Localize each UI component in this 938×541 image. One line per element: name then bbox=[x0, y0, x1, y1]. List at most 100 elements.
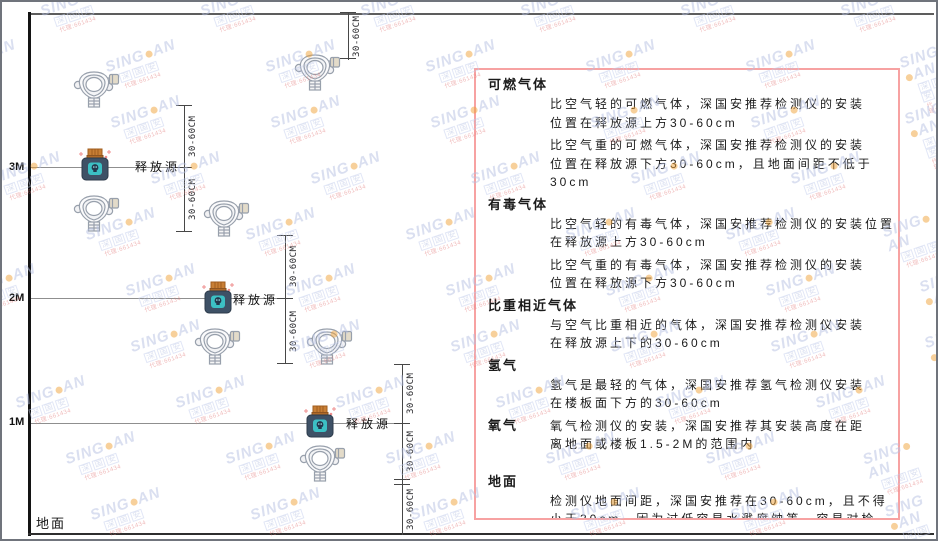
ground-line bbox=[28, 533, 934, 535]
watermark-dot-icon bbox=[104, 441, 114, 451]
ground-label: 地面 bbox=[36, 516, 67, 531]
watermark-dot-icon bbox=[239, 2, 249, 3]
watermark-dot-icon bbox=[164, 273, 174, 283]
dimension-label: 30-60CM bbox=[352, 15, 362, 57]
watermark-dot-icon bbox=[289, 497, 299, 507]
release-source-label: 释放源 bbox=[233, 293, 279, 307]
watermark-dot-icon bbox=[444, 217, 454, 227]
gas-detector-icon bbox=[73, 71, 120, 108]
dimension-line bbox=[402, 364, 403, 535]
watermark-dot-icon bbox=[169, 329, 179, 339]
gas-detector-icon bbox=[194, 328, 241, 365]
watermark-dot-icon bbox=[309, 105, 319, 115]
height-label-1m: 1M bbox=[9, 416, 25, 428]
watermark-dot-icon bbox=[349, 161, 359, 171]
watermark-dot-icon bbox=[4, 273, 14, 283]
watermark-dot-icon bbox=[929, 353, 936, 363]
release-source-label: 释放源 bbox=[346, 417, 392, 431]
paragraph: 比空气重的可燃气体，深国安推荐检测仪的安装 位置在释放源下方30-60cm，且地… bbox=[550, 138, 873, 189]
info-panel: 可燃气体 比空气轻的可燃气体，深国安推荐检测仪的安装 位置在释放源上方30-60… bbox=[474, 68, 900, 520]
release-source-icon bbox=[201, 281, 235, 314]
watermark-dot-icon bbox=[399, 2, 409, 3]
watermark-dot-icon bbox=[924, 297, 934, 307]
watermark-dot-icon bbox=[464, 49, 474, 59]
dimension-line bbox=[285, 235, 286, 364]
watermark-dot-icon bbox=[890, 521, 899, 531]
watermark-dot-icon bbox=[374, 385, 384, 395]
section-heading-hydrogen: 氢气 bbox=[488, 357, 519, 373]
watermark-dot-icon bbox=[909, 129, 919, 139]
section-heading-toxic-gas: 有毒气体 bbox=[488, 196, 549, 212]
watermark-dot-icon bbox=[784, 49, 794, 59]
dimension-label: 30-60CM bbox=[406, 430, 416, 473]
ceiling-line bbox=[28, 13, 934, 15]
section-heading-oxygen: 氧气 bbox=[488, 417, 519, 433]
watermark-dot-icon bbox=[144, 49, 154, 59]
gas-detector-icon bbox=[294, 54, 341, 91]
watermark-dot-icon bbox=[879, 2, 889, 3]
paragraph: 氢气是最轻的气体，深国安推荐氢气检测仪安装 在楼板面下方的30-60cm bbox=[550, 377, 866, 411]
watermark-dot-icon bbox=[559, 2, 569, 3]
dimension-label: 30-60CM bbox=[406, 372, 416, 415]
watermark-dot-icon bbox=[149, 105, 159, 115]
dimension-label: 30-60CM bbox=[188, 115, 198, 157]
height-label-2m: 2M bbox=[9, 292, 25, 304]
gas-detector-icon bbox=[203, 200, 250, 237]
release-source-icon bbox=[303, 405, 337, 438]
watermark-dot-icon bbox=[904, 73, 914, 83]
watermark-dot-icon bbox=[124, 217, 134, 227]
watermark-dot-icon bbox=[901, 442, 911, 452]
section-heading-similar-density-gas: 比重相近气体 bbox=[488, 297, 579, 313]
release-source-label: 释放源 bbox=[135, 160, 181, 174]
paragraph: 比空气轻的有毒气体，深国安推荐检测仪的安装位置 在释放源上方30-60cm bbox=[550, 216, 896, 250]
watermark-dot-icon bbox=[129, 497, 139, 507]
dimension-label: 30-60CM bbox=[289, 310, 299, 352]
watermark-dot-icon bbox=[54, 385, 64, 395]
paragraph: 比空气轻的可燃气体，深国安推荐检测仪的安装 位置在释放源上方30-60cm bbox=[550, 97, 866, 130]
watermark-dot-icon bbox=[424, 441, 434, 451]
watermark-dot-icon bbox=[214, 385, 224, 395]
release-source-icon bbox=[78, 148, 112, 181]
paragraph: 比空气重的有毒气体，深国安推荐检测仪的安装 位置在释放源下方30-60cm bbox=[550, 257, 866, 291]
paragraph: 检测仪地面间距，深国安推荐在30-60cm，且不得 小于30cm，因为过低容易水… bbox=[550, 493, 888, 520]
watermark-dot-icon bbox=[264, 441, 274, 451]
watermark-dot-icon bbox=[284, 217, 294, 227]
dimension-label: 30-60CM bbox=[188, 178, 198, 221]
gas-detector-icon bbox=[73, 195, 120, 232]
level-line-2m bbox=[31, 298, 285, 299]
section-heading-ground: 地面 bbox=[488, 473, 519, 489]
section-heading-combustible-gas: 可燃气体 bbox=[488, 77, 549, 92]
dimension-label: 30-60CM bbox=[406, 488, 416, 530]
paragraph: 与空气比重相近的气体，深国安推荐检测仪安装 在释放源上下的30-60cm bbox=[550, 317, 866, 351]
watermark-dot-icon bbox=[624, 49, 634, 59]
watermark-dot-icon bbox=[921, 214, 931, 224]
level-line-1m bbox=[31, 423, 402, 424]
watermark-dot-icon bbox=[79, 2, 89, 3]
gas-detector-icon bbox=[299, 445, 346, 482]
paragraph: 氧气检测仪的安装，深国安推荐其安装高度在距 离地面或楼板1.5-2M的范围内 bbox=[550, 418, 866, 452]
section-oxygen: 氧气 氧气检测仪的安装，深国安推荐其安装高度在距 离地面或楼板1.5-2M的范围… bbox=[488, 417, 886, 458]
